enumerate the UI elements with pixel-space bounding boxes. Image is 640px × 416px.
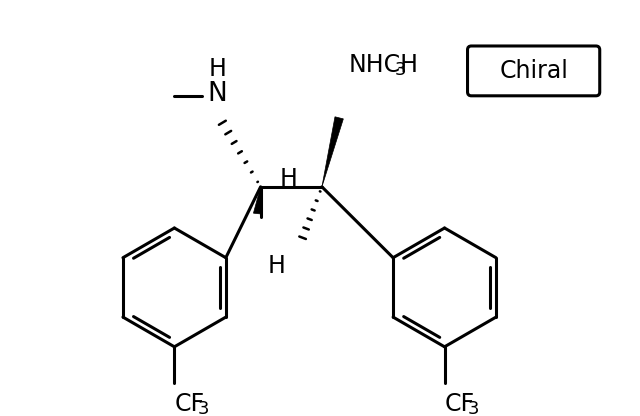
Polygon shape bbox=[253, 187, 262, 214]
Text: Chiral: Chiral bbox=[499, 59, 568, 83]
Text: H: H bbox=[209, 57, 227, 81]
Text: H: H bbox=[268, 254, 286, 278]
Text: NHCH: NHCH bbox=[349, 53, 419, 77]
Text: CF: CF bbox=[445, 392, 475, 416]
FancyBboxPatch shape bbox=[468, 46, 600, 96]
Text: 3: 3 bbox=[468, 400, 479, 416]
Text: H: H bbox=[280, 167, 298, 191]
Text: N: N bbox=[207, 81, 227, 107]
Polygon shape bbox=[322, 117, 343, 187]
Text: CF: CF bbox=[174, 392, 205, 416]
Text: 3: 3 bbox=[198, 400, 209, 416]
Text: 3: 3 bbox=[395, 61, 406, 79]
